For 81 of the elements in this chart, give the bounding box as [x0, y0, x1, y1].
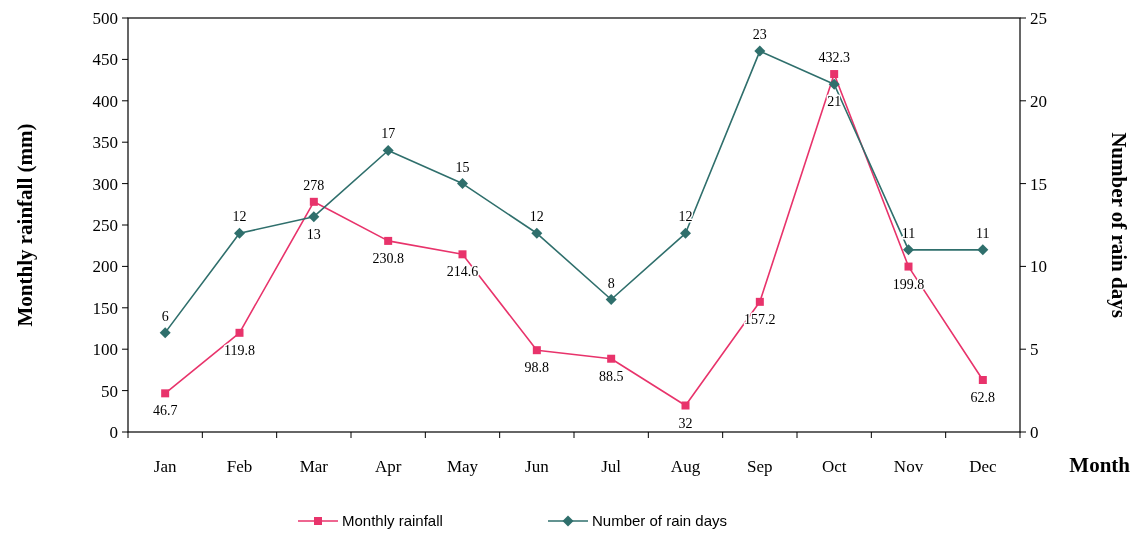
y2-tick-label: 20	[1030, 91, 1047, 111]
data-label: 230.8	[372, 250, 404, 266]
y-tick-label: 250	[92, 215, 118, 235]
point	[681, 401, 690, 410]
y-axis-title: Monthly rainfall (mm)	[13, 123, 37, 327]
data-label: 6	[161, 308, 169, 324]
data-label: 46.7	[152, 403, 178, 419]
x-tick-label: Nov	[893, 457, 924, 476]
y-tick-label: 200	[92, 257, 118, 277]
data-label: 21	[827, 94, 842, 110]
data-label: 88.5	[598, 368, 624, 384]
point	[159, 327, 171, 339]
x-tick-label: Jun	[525, 457, 550, 476]
point	[605, 294, 617, 306]
legend-label: Monthly rainfall	[342, 512, 443, 530]
y-tick-label: 450	[92, 50, 118, 70]
x-axis-title: Month	[1069, 453, 1131, 477]
point	[531, 227, 543, 239]
x-tick-label: Sep	[747, 457, 773, 476]
data-label: 11	[976, 225, 990, 241]
x-tick-label: Aug	[670, 457, 701, 476]
data-label: 214.6	[446, 264, 479, 280]
y-tick-label: 300	[92, 174, 118, 194]
y2-tick-label: 10	[1030, 257, 1047, 277]
point	[680, 227, 691, 239]
point	[384, 236, 393, 245]
x-tick-label: May	[446, 457, 479, 476]
y-tick-label: 400	[92, 91, 118, 111]
point	[235, 328, 244, 337]
data-label: 11	[901, 225, 916, 241]
x-tick-label: Jul	[601, 457, 622, 476]
legend-label: Number of rain days	[592, 512, 728, 530]
point	[607, 354, 616, 363]
data-label: 432.3	[818, 50, 850, 66]
x-tick-label: Feb	[226, 457, 253, 476]
y2-tick-label: 15	[1030, 174, 1047, 194]
y2-tick-label: 5	[1030, 340, 1039, 360]
point	[755, 297, 764, 306]
point	[161, 389, 170, 398]
point	[904, 262, 913, 271]
x-tick-label: Oct	[821, 457, 847, 476]
y-tick-label: 500	[92, 8, 118, 28]
y-tick-label: 50	[101, 381, 118, 401]
data-label: 12	[529, 209, 544, 225]
data-label: 23	[752, 27, 767, 43]
y-tick-label: 100	[92, 340, 118, 360]
data-label: 98.8	[524, 360, 550, 376]
point	[977, 244, 989, 256]
point	[754, 45, 766, 57]
data-label: 17	[381, 126, 396, 142]
data-label: 8	[607, 275, 615, 291]
data-label: 13	[306, 226, 321, 242]
x-tick-label: Mar	[299, 457, 329, 476]
point	[532, 346, 541, 355]
x-tick-label: Dec	[969, 457, 997, 476]
data-label: 12	[232, 209, 247, 225]
data-label: 278	[303, 177, 325, 193]
point	[234, 227, 245, 239]
point	[828, 78, 840, 90]
y-tick-label: 0	[109, 422, 118, 442]
x-tick-label: Apr	[374, 457, 402, 476]
data-label: 15	[455, 159, 470, 175]
point	[309, 197, 318, 206]
y-tick-label: 350	[92, 133, 118, 153]
point	[978, 376, 987, 384]
y2-tick-label: 25	[1030, 8, 1047, 28]
point	[382, 144, 394, 156]
point	[458, 250, 467, 259]
y-tick-label: 150	[92, 298, 118, 318]
point	[903, 244, 914, 256]
point	[830, 70, 839, 79]
data-label: 119.8	[224, 342, 255, 358]
point	[457, 178, 468, 190]
y2-axis-title: Number of rain days	[1107, 132, 1131, 318]
data-label: 62.8	[970, 390, 996, 405]
y2-tick-label: 0	[1030, 422, 1039, 442]
data-label: 12	[678, 209, 693, 225]
x-tick-label: Jan	[153, 457, 177, 476]
point	[308, 211, 320, 223]
data-label: 32	[678, 415, 693, 431]
data-label: 157.2	[744, 311, 776, 327]
